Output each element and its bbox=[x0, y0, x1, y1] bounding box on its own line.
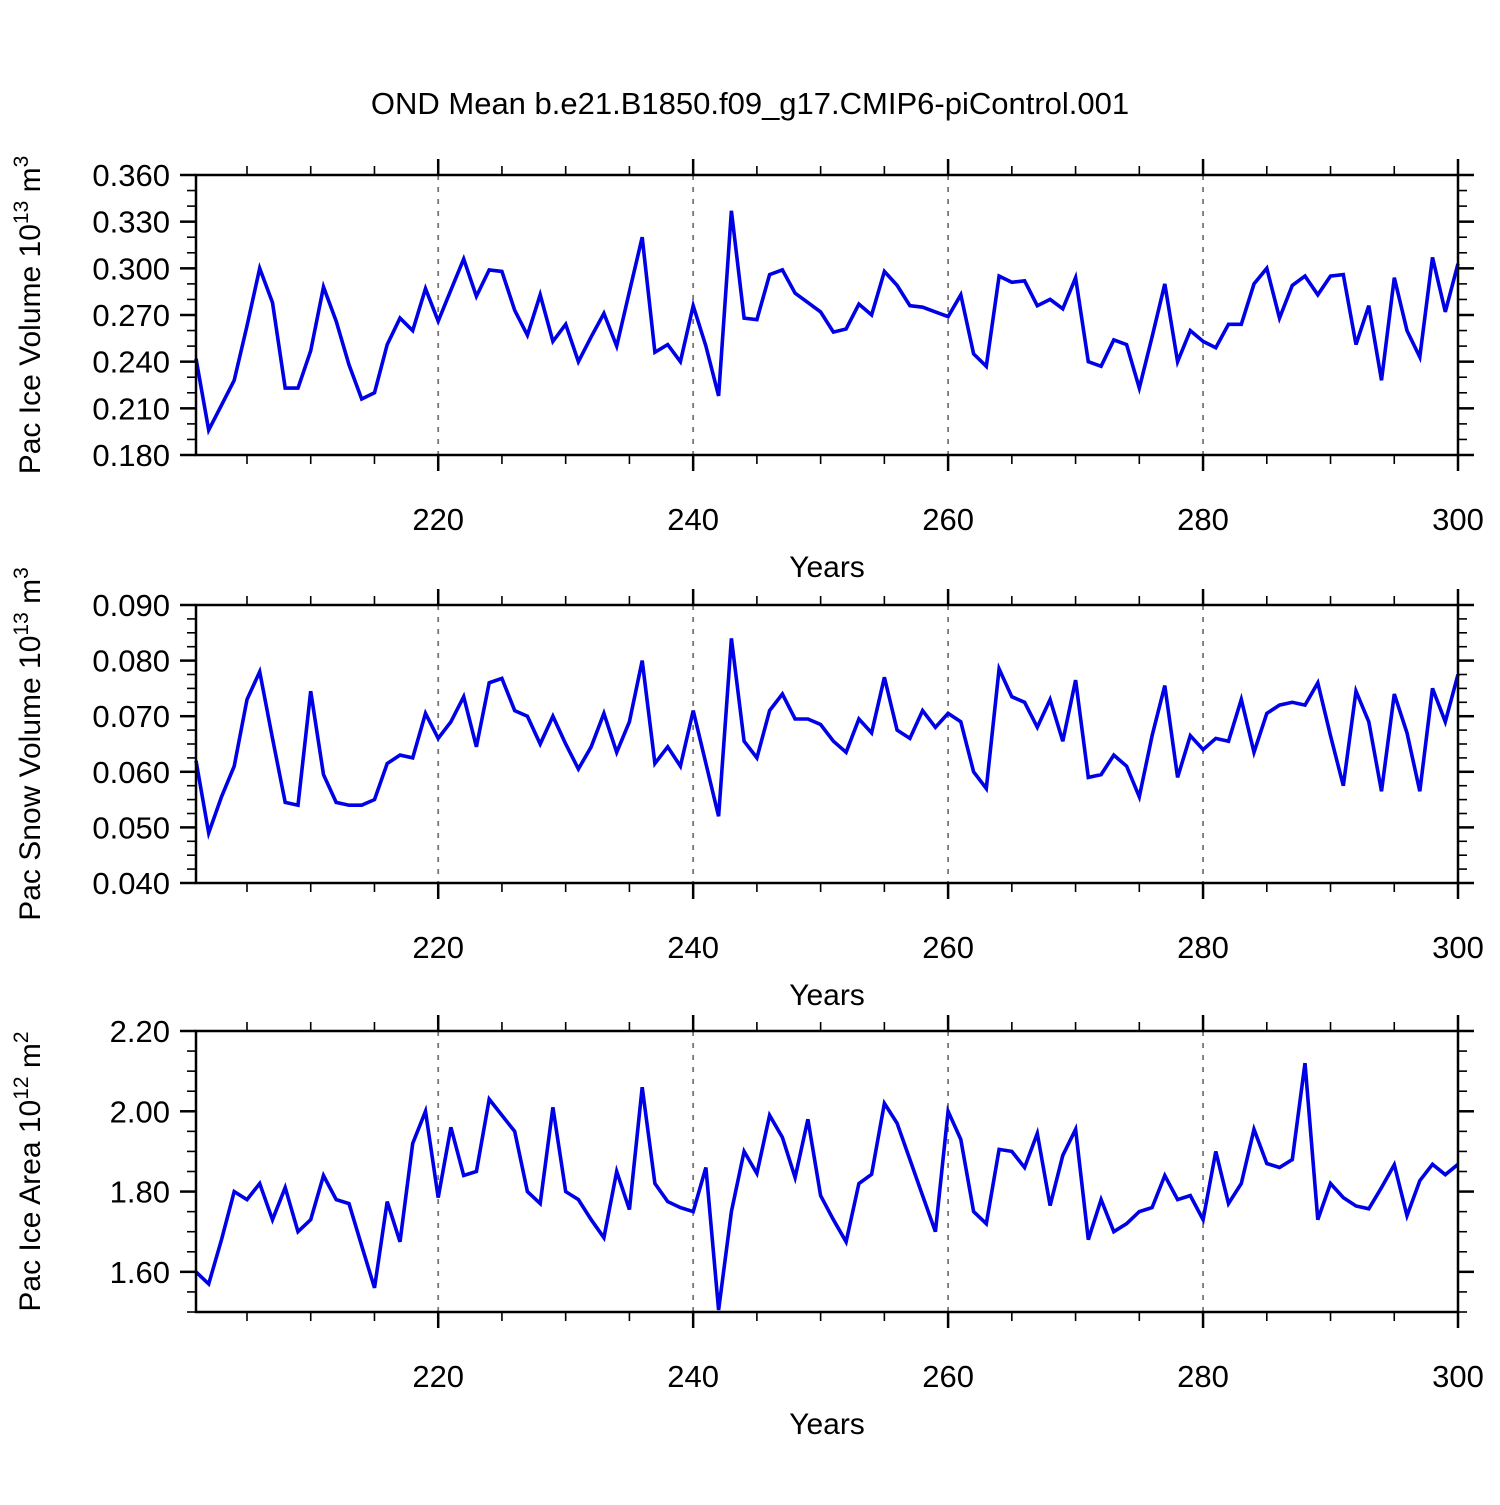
x-tick-label: 300 bbox=[1432, 502, 1484, 537]
x-tick-label: 260 bbox=[922, 930, 974, 965]
y-tick-label: 0.180 bbox=[92, 438, 170, 473]
x-tick-label: 280 bbox=[1177, 930, 1229, 965]
y-tick-label: 0.090 bbox=[92, 588, 170, 623]
y-tick-label: 0.330 bbox=[92, 205, 170, 240]
pac-ice-area-line bbox=[194, 1062, 1460, 1311]
panel-pac-ice-area: 220 240 260 280 300 1.60 1.80 2.00 2.20 Years Pac … bbox=[10, 1014, 1484, 1441]
y-tick-label: 0.060 bbox=[92, 755, 170, 790]
y-axis-title: Pac Ice Area 1012 m2 bbox=[10, 1031, 47, 1311]
plot-box bbox=[194, 603, 1460, 885]
plot-box bbox=[194, 1029, 1460, 1314]
y-tick-label: 0.210 bbox=[92, 391, 170, 426]
y-tick-label: 0.300 bbox=[92, 251, 170, 286]
y-tick-label: 0.080 bbox=[92, 644, 170, 679]
x-axis-title: Years bbox=[789, 1408, 865, 1441]
figure-title: OND Mean b.e21.B1850.f09_g17.CMIP6-piCon… bbox=[370, 86, 1130, 121]
x-tick-label: 240 bbox=[667, 1359, 719, 1394]
x-tick-label: 240 bbox=[667, 502, 719, 537]
x-tick-label: 220 bbox=[412, 930, 464, 965]
pac-ice-volume-line bbox=[194, 210, 1460, 436]
x-tick-label: 280 bbox=[1177, 502, 1229, 537]
panel-pac-snow-volume: 220 240 260 280 300 0.040 0.050 0.060 0.070 0.080… bbox=[10, 567, 1484, 1012]
y-tick-label: 0.050 bbox=[92, 810, 170, 845]
x-tick-label: 260 bbox=[922, 502, 974, 537]
x-tick-label: 260 bbox=[922, 1359, 974, 1394]
y-tick-label: 0.270 bbox=[92, 298, 170, 333]
y-tick-label: 0.070 bbox=[92, 699, 170, 734]
x-axis-title: Years bbox=[789, 551, 865, 584]
y-tick-label: 2.00 bbox=[110, 1094, 170, 1129]
y-tick-label: 0.360 bbox=[92, 158, 170, 193]
x-tick-label: 280 bbox=[1177, 1359, 1229, 1394]
pac-snow-volume-line bbox=[194, 638, 1460, 841]
y-axis-title: Pac Ice Volume 1013 m3 bbox=[10, 156, 47, 475]
x-tick-label: 300 bbox=[1432, 1359, 1484, 1394]
plot-box bbox=[194, 173, 1460, 457]
x-tick-label: 220 bbox=[412, 1359, 464, 1394]
panel-pac-ice-volume: 220 240 260 280 300 0.180 0.210 0.240 0.270 0.300… bbox=[10, 156, 1484, 584]
y-tick-label: 1.80 bbox=[110, 1175, 170, 1210]
y-axis-title: Pac Snow Volume 1013 m3 bbox=[10, 567, 47, 921]
x-tick-label: 240 bbox=[667, 930, 719, 965]
x-tick-label: 300 bbox=[1432, 930, 1484, 965]
x-tick-label: 220 bbox=[412, 502, 464, 537]
y-tick-label: 1.60 bbox=[110, 1255, 170, 1290]
y-tick-label: 2.20 bbox=[110, 1014, 170, 1049]
x-axis-title: Years bbox=[789, 979, 865, 1012]
y-tick-label: 0.040 bbox=[92, 866, 170, 901]
y-tick-label: 0.240 bbox=[92, 345, 170, 380]
